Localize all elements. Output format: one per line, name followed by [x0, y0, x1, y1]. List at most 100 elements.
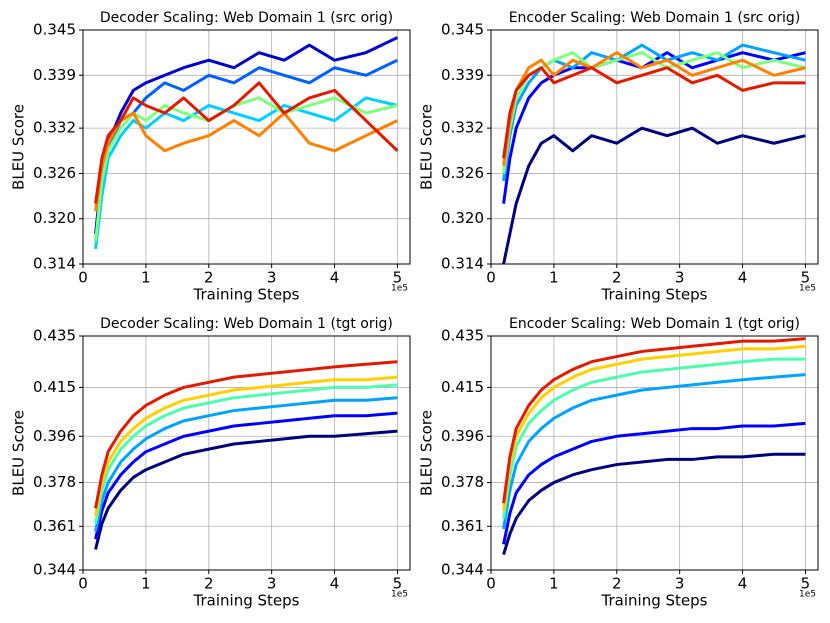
- x-offset-label: 1e5: [391, 590, 408, 600]
- x-tick-label: 0: [486, 575, 496, 593]
- y-tick-label: 0.344: [441, 561, 484, 579]
- data-line: [502, 51, 806, 167]
- x-tick-label: 1: [549, 269, 559, 287]
- data-line: [502, 43, 806, 182]
- data-line: [502, 66, 806, 159]
- y-tick-label: 0.320: [441, 209, 484, 227]
- y-tick-label: 0.345: [441, 21, 484, 39]
- y-tick-label: 0.344: [33, 561, 76, 579]
- y-tick-label: 0.415: [33, 378, 76, 396]
- subplot-title: Decoder Scaling: Web Domain 1 (tgt orig): [100, 316, 393, 332]
- data-line: [502, 51, 806, 174]
- data-line: [502, 126, 806, 264]
- x-tick-label: 5: [393, 575, 403, 593]
- x-tick-label: 0: [78, 269, 88, 287]
- y-axis-label: BLEU Score: [418, 104, 436, 190]
- data-line: [94, 96, 398, 250]
- data-line: [94, 411, 398, 540]
- data-line: [502, 337, 806, 504]
- plot-area: [94, 36, 399, 250]
- x-tick-label: 3: [267, 575, 277, 593]
- x-axis-label: Training Steps: [601, 592, 708, 610]
- subplot: 0 1 2 3 4 5 0.314 0.320 0.326 0.332 0.339 0.345 Deco…: [10, 10, 411, 304]
- x-tick-label: 2: [612, 269, 622, 287]
- subplot-title: Encoder Scaling: Web Domain 1 (tgt orig): [509, 316, 800, 332]
- subplot-title: Decoder Scaling: Web Domain 1 (src orig): [100, 10, 393, 26]
- x-tick-label: 5: [801, 575, 811, 593]
- data-line: [94, 36, 399, 234]
- subplot: 0 1 2 3 4 5 0.314 0.320 0.326 0.332 0.339 0.345 Enco…: [418, 10, 819, 304]
- y-tick-label: 0.361: [33, 517, 76, 535]
- y-tick-label: 0.378: [441, 473, 484, 491]
- y-axis-label: BLEU Score: [10, 104, 28, 190]
- x-tick-label: 4: [330, 269, 340, 287]
- subplot: 0 1 2 3 4 5 0.344 0.361 0.378 0.396 0.415 0.435 Enco…: [418, 316, 819, 610]
- data-line: [94, 396, 398, 532]
- y-tick-label: 0.339: [33, 66, 76, 84]
- y-tick-label: 0.396: [33, 427, 76, 445]
- x-tick-label: 3: [267, 269, 277, 287]
- y-tick-label: 0.326: [33, 164, 76, 182]
- x-offset-label: 1e5: [799, 590, 816, 600]
- x-tick-label: 2: [204, 575, 214, 593]
- y-tick-label: 0.314: [33, 255, 76, 273]
- axes-frame: [82, 335, 411, 571]
- data-line: [502, 421, 806, 545]
- y-tick-label: 0.345: [33, 21, 76, 39]
- axes-frame: [82, 29, 411, 265]
- data-line: [502, 452, 806, 556]
- x-tick-label: 4: [330, 575, 340, 593]
- y-tick-label: 0.396: [441, 427, 484, 445]
- data-line: [94, 81, 399, 204]
- axes-frame: [490, 29, 819, 265]
- y-tick-label: 0.326: [441, 164, 484, 182]
- x-tick-label: 1: [141, 575, 151, 593]
- data-line: [94, 111, 399, 212]
- data-line: [94, 96, 398, 242]
- x-offset-label: 1e5: [391, 284, 408, 294]
- x-tick-label: 3: [675, 269, 685, 287]
- y-tick-label: 0.378: [33, 473, 76, 491]
- y-axis-label: BLEU Score: [10, 410, 28, 496]
- x-axis-label: Training Steps: [193, 592, 300, 610]
- y-tick-label: 0.339: [441, 66, 484, 84]
- y-tick-label: 0.314: [441, 255, 484, 273]
- data-line: [502, 357, 806, 519]
- data-line: [94, 429, 398, 550]
- subplot-title: Encoder Scaling: Web Domain 1 (src orig): [509, 10, 801, 26]
- x-tick-label: 4: [738, 575, 748, 593]
- axes-frame: [490, 335, 819, 571]
- x-tick-label: 2: [612, 575, 622, 593]
- y-axis-label: BLEU Score: [418, 410, 436, 496]
- y-tick-label: 0.415: [441, 378, 484, 396]
- x-tick-label: 4: [738, 269, 748, 287]
- x-axis-label: Training Steps: [601, 286, 708, 304]
- data-line: [94, 375, 398, 517]
- plot-area: [502, 43, 806, 264]
- data-line: [94, 383, 398, 524]
- x-offset-label: 1e5: [799, 284, 816, 294]
- data-line: [502, 344, 806, 512]
- plot-area: [94, 360, 398, 550]
- y-tick-label: 0.435: [33, 327, 76, 345]
- data-line: [502, 373, 806, 530]
- y-tick-label: 0.332: [441, 119, 484, 137]
- y-tick-label: 0.361: [441, 517, 484, 535]
- y-tick-label: 0.332: [33, 119, 76, 137]
- x-tick-label: 5: [393, 269, 403, 287]
- plot-area: [502, 337, 806, 556]
- x-tick-label: 0: [78, 575, 88, 593]
- x-tick-label: 2: [204, 269, 214, 287]
- x-tick-label: 1: [549, 575, 559, 593]
- x-tick-label: 1: [141, 269, 151, 287]
- x-tick-label: 5: [801, 269, 811, 287]
- y-tick-label: 0.435: [441, 327, 484, 345]
- data-line: [94, 58, 399, 242]
- x-axis-label: Training Steps: [193, 286, 300, 304]
- y-tick-label: 0.320: [33, 209, 76, 227]
- x-tick-label: 0: [486, 269, 496, 287]
- data-line: [94, 360, 398, 509]
- subplot: 0 1 2 3 4 5 0.344 0.361 0.378 0.396 0.415 0.435 Deco…: [10, 316, 411, 610]
- x-tick-label: 3: [675, 575, 685, 593]
